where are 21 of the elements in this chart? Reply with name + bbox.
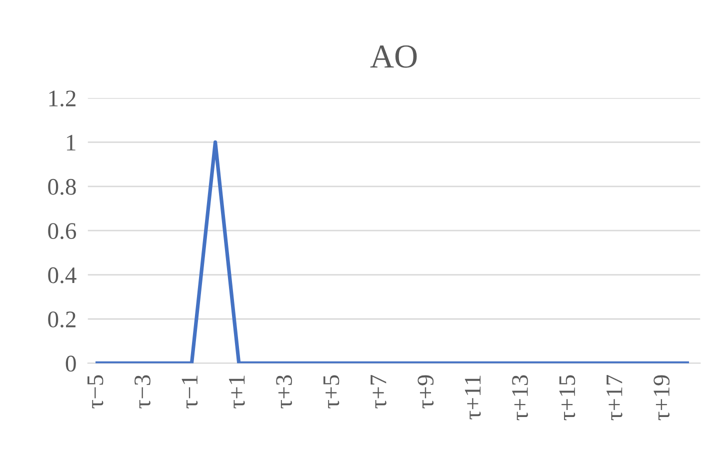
x-tick-label: τ−1 [182, 376, 198, 408]
chart-title: AO [370, 45, 417, 68]
x-tick-label: τ+9 [418, 375, 434, 408]
y-tick-label: 0.6 [48, 223, 76, 240]
y-tick-label: 0 [66, 356, 76, 372]
y-tick-label: 1.2 [49, 90, 76, 107]
x-tick-label: τ+3 [276, 375, 292, 408]
y-tick-label: 0.2 [48, 311, 76, 328]
x-tick-label: τ+17 [606, 374, 622, 420]
y-tick-label: 0.8 [48, 178, 76, 195]
x-tick-label: τ+13 [512, 375, 528, 420]
x-tick-label: τ+5 [323, 375, 340, 408]
x-tick-label: τ+1 [228, 376, 245, 408]
x-tick-label: τ+19 [654, 375, 670, 420]
y-tick-label: 0.4 [48, 267, 76, 284]
x-tick-label: τ+15 [559, 375, 576, 420]
x-tick-label: τ−5 [88, 375, 104, 408]
x-tick-label: τ+11 [464, 376, 481, 420]
x-tick-label: τ−3 [134, 375, 150, 408]
y-tick-label: 1 [67, 134, 76, 150]
x-tick-label: τ+7 [370, 374, 386, 408]
